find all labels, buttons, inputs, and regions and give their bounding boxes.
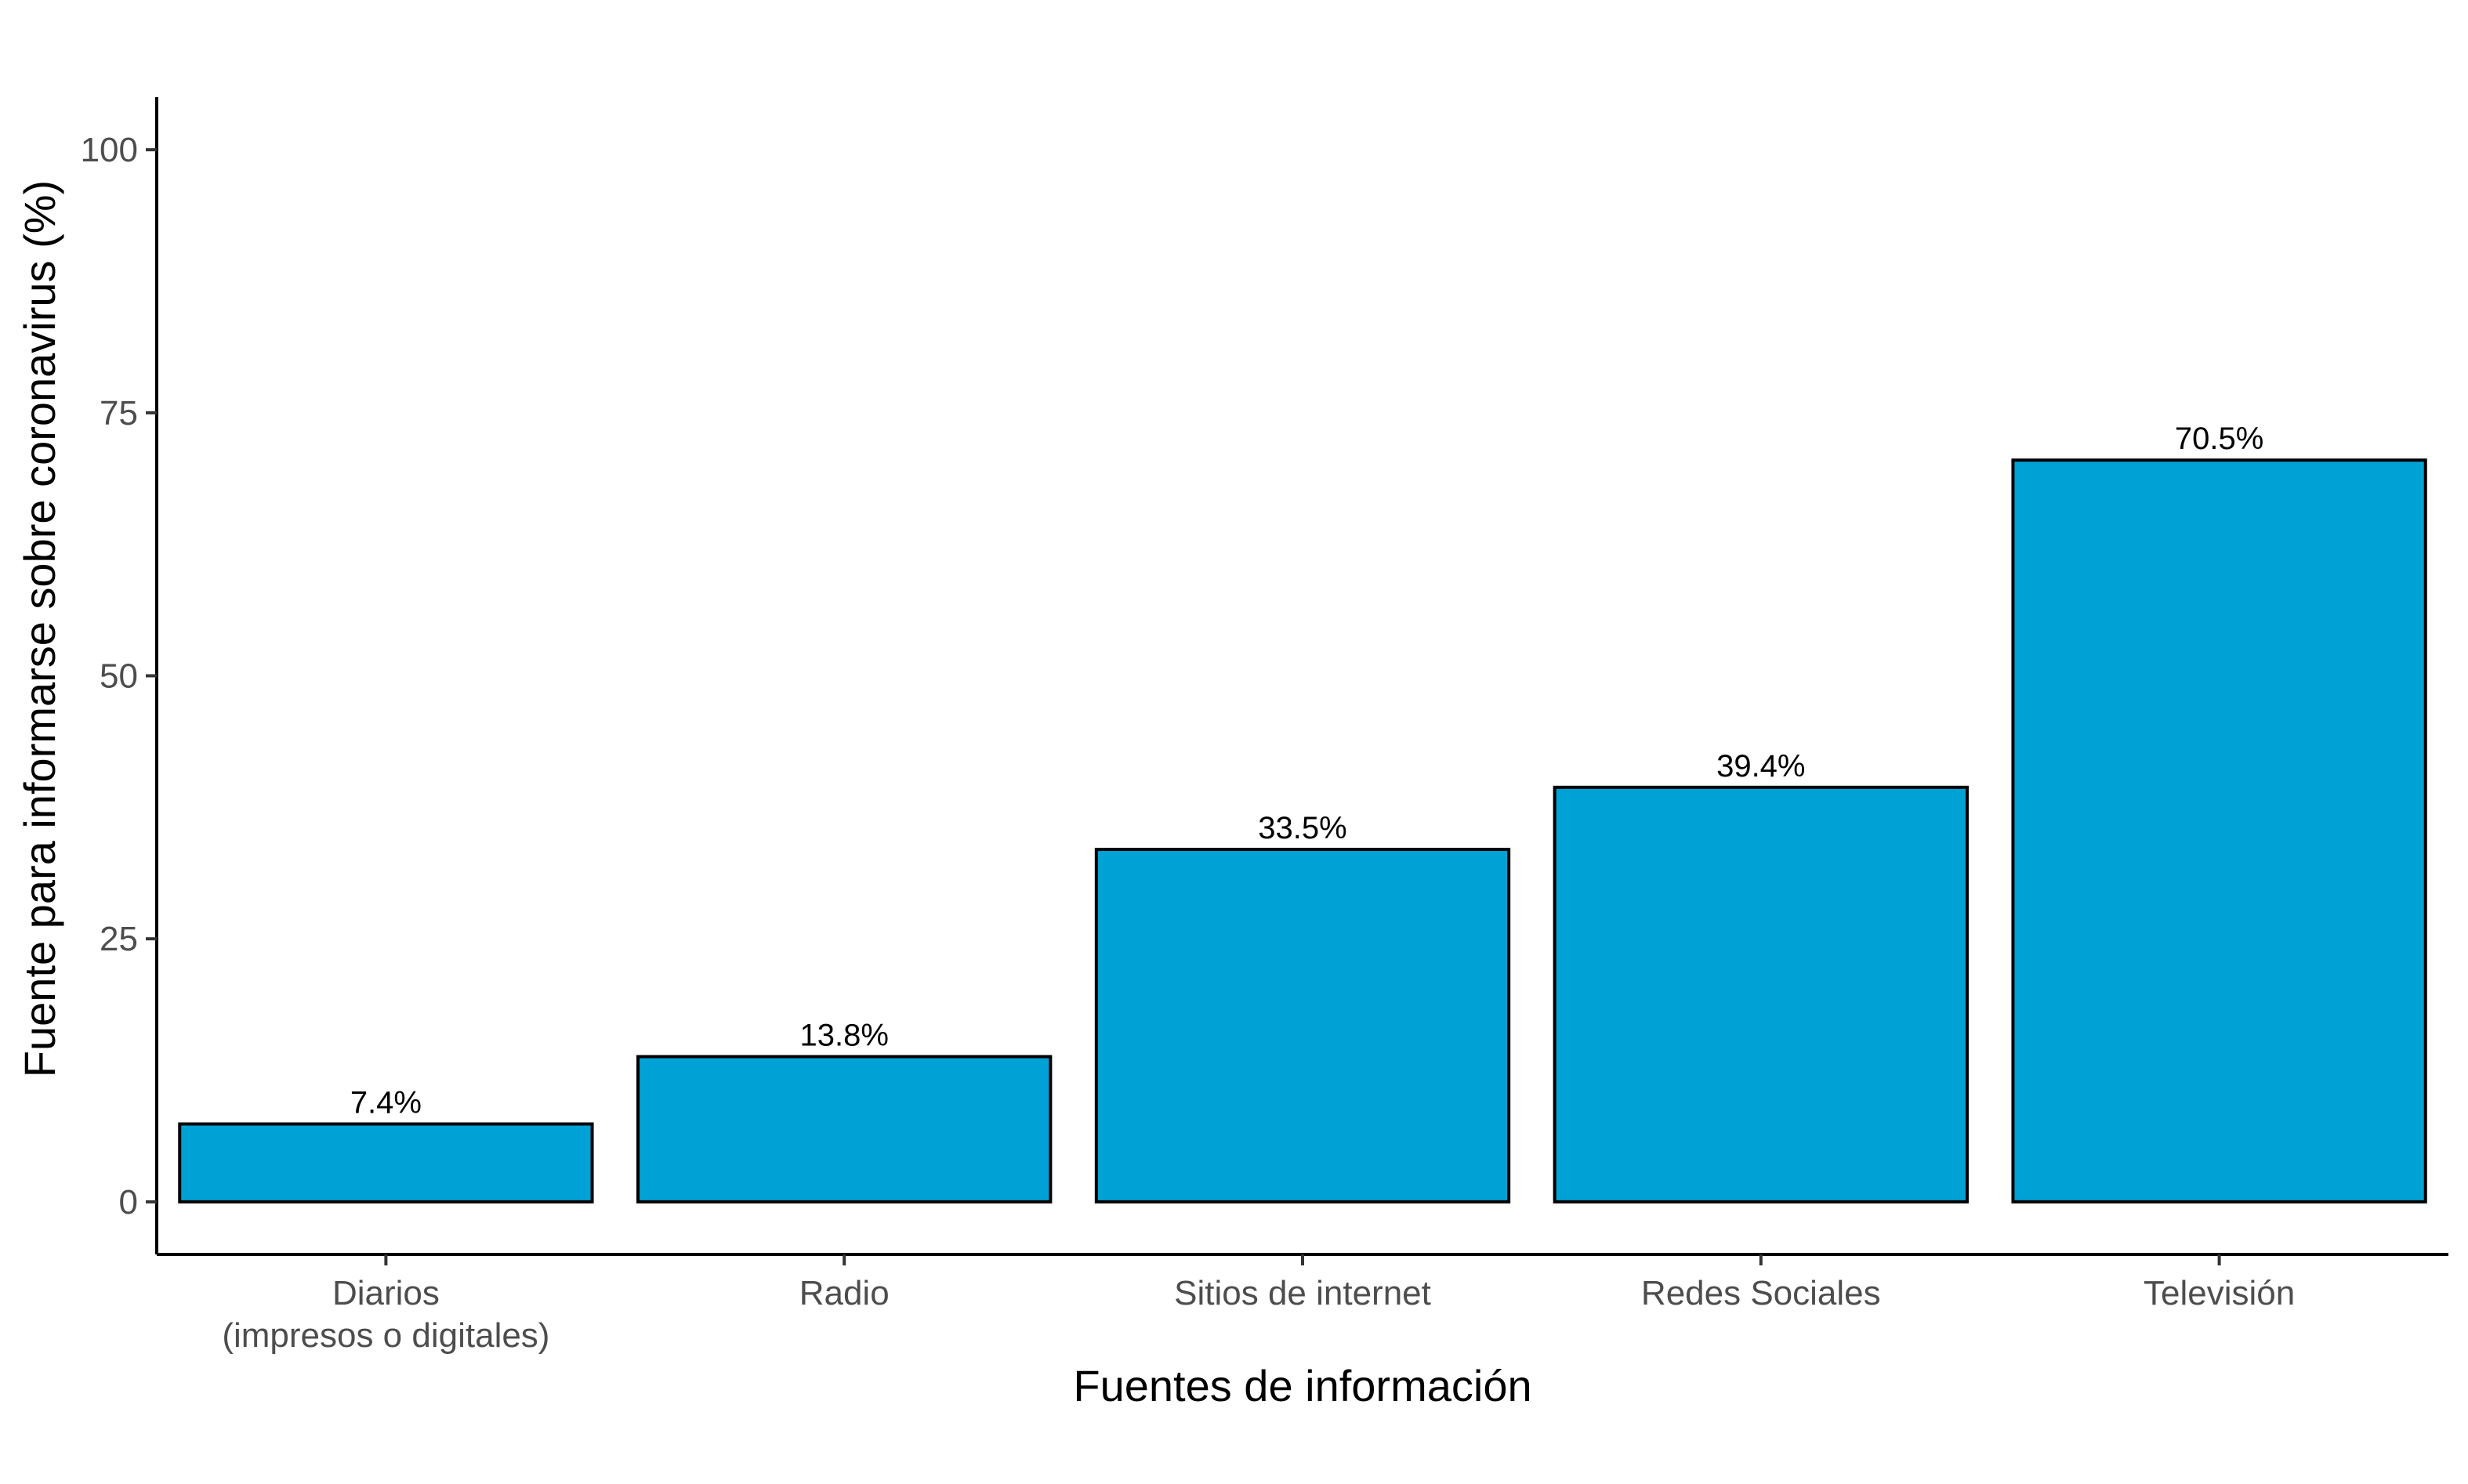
x-tick-label: Diarios bbox=[332, 1274, 440, 1312]
bar bbox=[1553, 785, 1969, 1203]
bar bbox=[2011, 458, 2427, 1203]
y-tick-label: 50 bbox=[100, 657, 138, 696]
y-axis: 0 25 50 75 100 bbox=[81, 97, 158, 1254]
y-tick-label: 0 bbox=[119, 1183, 138, 1222]
x-tick-label: (impresos o digitales) bbox=[222, 1316, 549, 1355]
y-axis-title: Fuente para informarse sobre coronavirus… bbox=[15, 180, 64, 1077]
x-tick-label: Radio bbox=[799, 1274, 890, 1312]
bars-layer bbox=[178, 458, 2427, 1203]
bar bbox=[636, 1055, 1053, 1203]
data-label: 33.5% bbox=[1258, 811, 1346, 845]
x-axis-title: Fuentes de información bbox=[1073, 1361, 1531, 1410]
y-tick-label: 100 bbox=[81, 131, 138, 169]
x-tick-label: Redes Sociales bbox=[1641, 1274, 1881, 1312]
bar bbox=[178, 1122, 594, 1203]
bar bbox=[1094, 848, 1511, 1203]
data-label: 39.4% bbox=[1716, 749, 1805, 784]
data-labels-layer: 7.4% 13.8% 33.5% 39.4% 70.5% bbox=[350, 422, 2263, 1120]
x-tick-label: Sitios de internet bbox=[1174, 1274, 1431, 1312]
data-label: 7.4% bbox=[350, 1086, 422, 1120]
data-label: 13.8% bbox=[799, 1019, 888, 1053]
data-label: 70.5% bbox=[2175, 422, 2263, 456]
x-axis: Diarios (impresos o digitales) Radio Sitios… bbox=[157, 1253, 2448, 1355]
y-tick-label: 25 bbox=[100, 920, 138, 958]
y-tick-label: 75 bbox=[100, 394, 138, 433]
x-tick-label: Televisión bbox=[2144, 1274, 2295, 1312]
